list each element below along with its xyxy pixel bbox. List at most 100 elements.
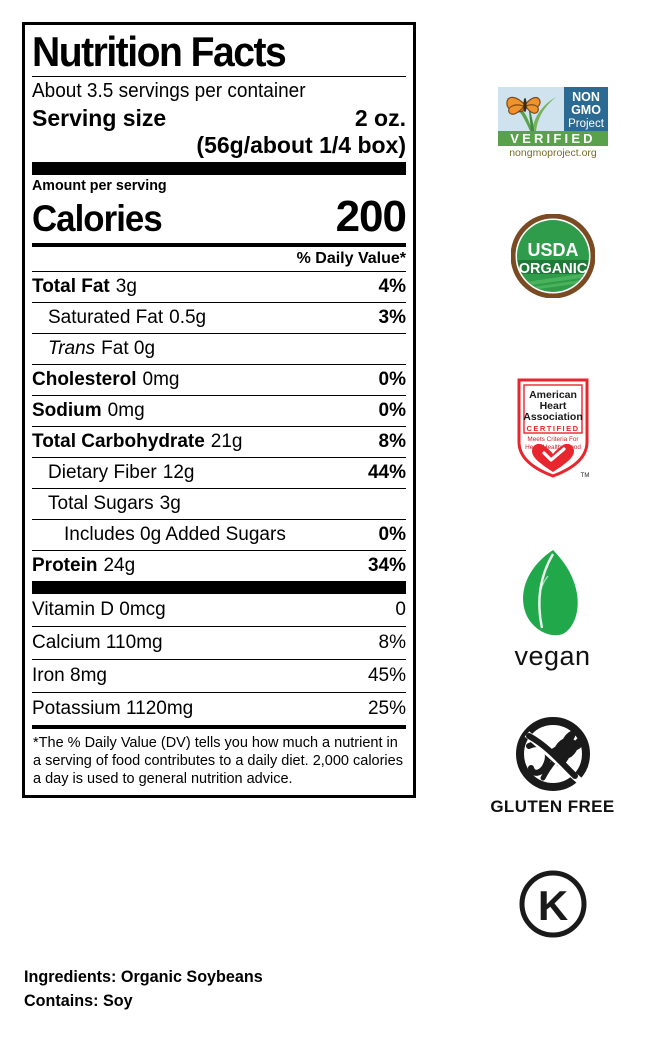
nutrient-amount: 3g [159,493,181,514]
gluten-free-icon [515,717,590,791]
contains-line: Contains: Soy [24,991,133,1010]
vitamin-divider [32,626,406,627]
badge-american-heart-association: American Heart Association CERTIFIED Mee… [455,376,650,480]
daily-value-footnote: *The % Daily Value (DV) tells you how mu… [33,735,403,787]
divider-thick-bottom [32,581,406,594]
vitamin-divider [32,692,406,693]
nutrient-amount: 12g [162,462,195,483]
nutrient-list: Total Fat 3g 4% Saturated Fat 0.5g 3% Trans Fat… [32,271,406,581]
aha-sub2: Heart-Healthy Food [525,444,581,451]
amount-per-serving-label: Amount per serving [32,177,167,194]
serving-size-value: 2 oz. [354,105,406,131]
vegan-leaf-icon [522,550,578,636]
non-gmo-line3: Project [568,118,605,130]
vitamin-daily-value: 45% [367,665,406,686]
divider-under-calories [32,243,406,247]
vitamin-row: Iron 8mg 45% [32,660,406,692]
nutrient-row: Dietary Fiber 12g 44% [32,458,406,488]
nutrient-name: Total Carbohydrate 21g [32,431,242,453]
usda-bottom-text: ORGANIC [518,261,587,277]
nutrient-amount: 0mg [142,369,180,390]
nutrient-name-text: Total Sugars [48,493,154,514]
nutrient-amount: 0.5g [169,307,207,328]
aha-sub1: Meets Criteria For [527,436,579,443]
nutrient-row: Total Carbohydrate 21g 8% [32,427,406,457]
nutrient-row: Total Sugars 3g [32,489,406,519]
aha-certified: CERTIFIED [526,424,579,433]
daily-value-header: % Daily Value* [296,250,406,267]
nutrient-amount: 3g [115,276,137,297]
badge-non-gmo-project-verified: NON GMO Project VERIFIED nongmoproject.o… [455,83,650,159]
nutrient-row: Includes 0g Added Sugars 0% [32,520,406,550]
aha-line3: Association [523,411,583,423]
serving-size-value-metric: (56g/about 1/4 box) [196,132,406,158]
nutrient-name: Sodium 0mg [32,400,145,422]
nutrient-divider [32,519,406,520]
ingredients-line: Ingredients: Organic Soybeans [24,967,263,986]
non-gmo-line1: NON [572,90,600,104]
nutrient-name: Trans Fat 0g [48,338,155,360]
nutrient-daily-value: 34% [367,555,406,576]
nutrient-name-text: Trans [48,338,96,359]
vitamin-row: Vitamin D 0mcg 0 [32,594,406,626]
page-title: Nutrition Facts [32,28,287,75]
nutrient-divider [32,271,406,272]
nutrient-daily-value: 0% [378,400,406,421]
nutrient-name: Includes 0g Added Sugars [64,524,286,546]
non-gmo-line2: GMO [571,103,601,117]
nutrient-divider [32,488,406,489]
nutrient-name: Protein 24g [32,555,135,577]
badge-gluten-free: GLUTEN FREE [455,716,650,816]
usda-top-text: USDA [527,240,578,260]
nutrient-amount: Fat 0g [101,338,156,359]
nutrient-divider [32,550,406,551]
divider-thick-top [32,162,406,175]
badge-usda-organic: USDA ORGANIC [455,214,650,298]
nutrient-divider [32,426,406,427]
nutrient-amount: 24g [103,555,136,576]
nutrient-name-text: Saturated Fat [48,307,164,328]
vitamin-name: Vitamin D 0mcg [32,599,166,620]
aha-line1: American [529,389,577,401]
nutrient-divider [32,395,406,396]
nutrient-divider [32,364,406,365]
calories-label: Calories [32,198,163,239]
american-heart-association-certified-icon: American Heart Association CERTIFIED Mee… [517,378,589,479]
nutrient-name-text: Cholesterol [32,369,137,390]
nutrient-amount: 21g [210,431,243,452]
divider-above-footnote [32,725,406,729]
nutrient-row: Saturated Fat 0.5g 3% [32,303,406,333]
nutrient-daily-value: 3% [378,307,406,328]
nutrient-name: Saturated Fat 0.5g [48,307,206,329]
nutrient-row: Total Fat 3g 4% [32,272,406,302]
calories-value: 200 [335,192,407,241]
vitamin-daily-value: 8% [378,632,406,653]
nutrient-row: Sodium 0mg 0% [32,396,406,426]
nutrient-divider [32,457,406,458]
nutrient-daily-value: 4% [378,276,406,297]
vegan-label: vegan [514,641,591,671]
vitamin-row: Calcium 110mg 8% [32,627,406,659]
kosher-k-icon: K [519,870,586,938]
vitamin-mineral-list: Vitamin D 0mcg 0 Calcium 110mg 8% Iron 8mg 45… [32,594,406,725]
kosher-k-letter: K [537,882,567,929]
badge-kosher-k: K [455,868,650,940]
nutrient-divider [32,333,406,334]
ingredients-block: Ingredients: Organic Soybeans Contains: … [24,965,404,1013]
serving-size-row: Serving size 2 oz. [32,104,406,132]
nutrient-row: Trans Fat 0g [32,334,406,364]
vitamin-divider [32,659,406,660]
vitamin-name: Calcium 110mg [32,632,163,653]
nutrient-name: Dietary Fiber 12g [48,462,194,484]
divider-under-title [32,76,406,77]
nutrient-daily-value: 8% [378,431,406,452]
nutrient-name-text: Total Carbohydrate [32,431,205,452]
vitamin-daily-value: 0 [395,599,406,620]
serving-size-label: Serving size [32,105,167,131]
nutrient-name: Total Fat 3g [32,276,137,298]
nutrient-name-text: Sodium [32,400,102,421]
nutrition-facts-panel: Nutrition Facts About 3.5 servings per c… [22,22,416,798]
vitamin-name: Potassium 1120mg [32,698,194,719]
vitamin-name: Iron 8mg [32,665,107,686]
nutrient-daily-value: 44% [367,462,406,483]
